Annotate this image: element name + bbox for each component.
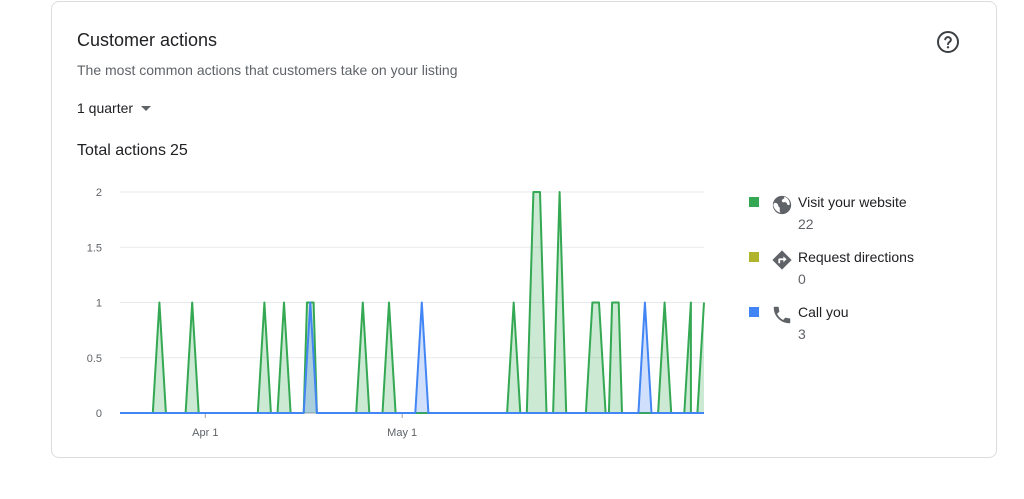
legend-label: Visit your website: [798, 194, 907, 210]
legend-swatch: [749, 197, 759, 207]
period-dropdown[interactable]: 1 quarter: [77, 100, 152, 116]
series-area-call-you: [120, 302, 704, 413]
y-tick-label: 1: [96, 298, 102, 310]
y-tick-label: 2: [96, 187, 102, 199]
legend-count: 22: [798, 216, 814, 232]
customer-actions-chart: 0 0.5 1 1.5 2 Apr 1 May 1: [87, 187, 705, 439]
total-actions-label: Total actions: [77, 142, 166, 159]
x-tick-label: May 1: [387, 427, 417, 439]
y-tick-label: 0: [96, 408, 102, 420]
legend-swatch: [749, 252, 759, 262]
legend-count: 0: [798, 271, 806, 287]
directions-icon: [772, 250, 792, 270]
y-tick-label: 0.5: [87, 353, 102, 365]
customer-actions-card: Customer actions The most common actions…: [51, 1, 997, 458]
globe-icon: [772, 195, 792, 215]
legend-count: 3: [798, 326, 806, 342]
card-title: Customer actions: [77, 30, 218, 50]
help-circle-icon[interactable]: [936, 30, 960, 54]
period-dropdown-value: 1 quarter: [77, 100, 134, 116]
phone-icon: [773, 306, 791, 324]
total-actions: Total actions 25: [77, 142, 192, 160]
y-tick-label: 1.5: [87, 242, 102, 254]
legend-label: Call you: [798, 304, 849, 320]
chevron-down-icon: [141, 105, 152, 111]
total-actions-value: 25: [169, 142, 188, 159]
legend-label: Request directions: [798, 249, 914, 265]
x-tick-label: Apr 1: [192, 427, 218, 439]
legend-swatch: [749, 307, 759, 317]
series-line-call-you: [120, 301, 704, 414]
card-subtitle: The most common actions that customers t…: [77, 62, 458, 78]
